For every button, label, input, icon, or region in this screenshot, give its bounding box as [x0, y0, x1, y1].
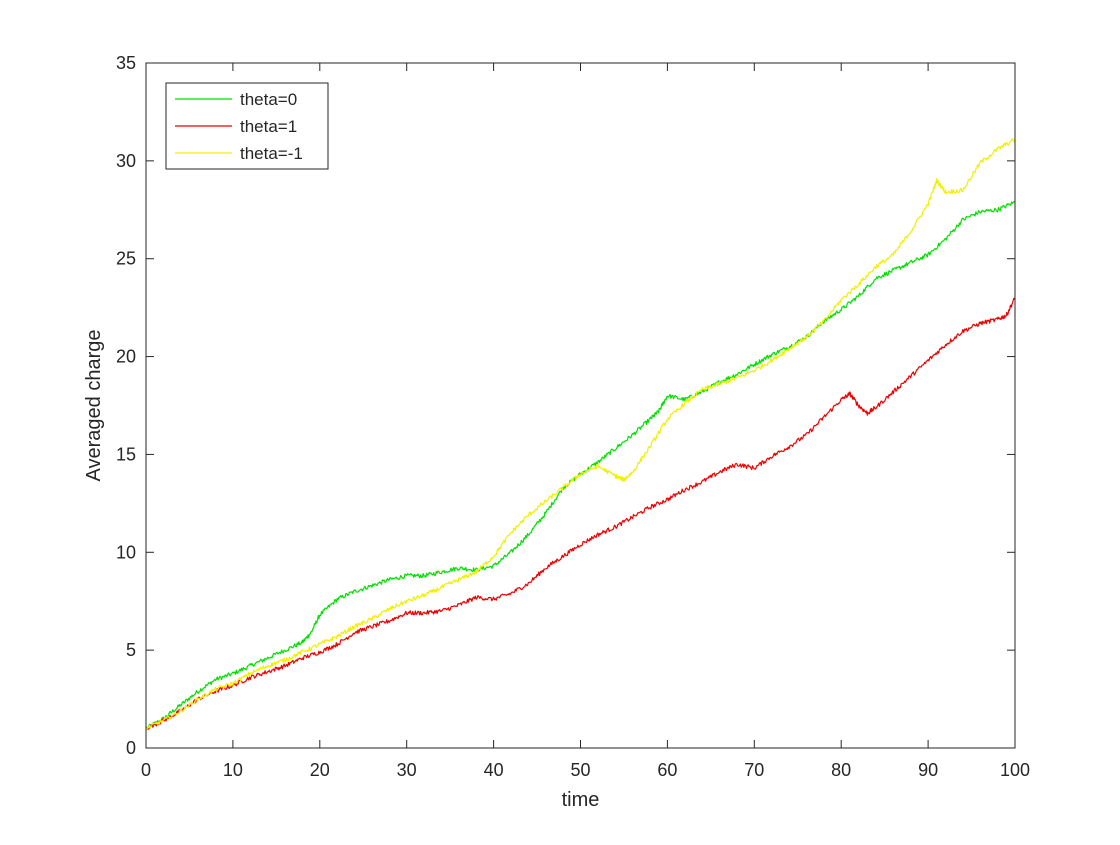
y-tick-label: 35: [116, 53, 136, 73]
y-tick-label: 30: [116, 151, 136, 171]
x-axis-label: time: [562, 789, 600, 811]
x-tick-label: 70: [744, 760, 764, 780]
series-line-theta=-1: [145, 138, 1016, 731]
x-tick-label: 20: [310, 760, 330, 780]
plot-area: [146, 63, 1015, 748]
x-tick-label: 10: [223, 760, 243, 780]
x-tick-label: 60: [657, 760, 677, 780]
x-tick-label: 90: [918, 760, 938, 780]
y-tick-label: 10: [116, 542, 136, 562]
x-tick-label: 0: [141, 760, 151, 780]
y-tick-label: 5: [126, 640, 136, 660]
x-tick-label: 100: [1000, 760, 1030, 780]
x-tick-label: 80: [831, 760, 851, 780]
legend: theta=0 theta=1 theta=-1: [165, 82, 329, 170]
legend-label: theta=0: [240, 90, 297, 109]
y-tick-label: 15: [116, 444, 136, 464]
legend-label: theta=1: [240, 117, 297, 136]
y-tick-label: 20: [116, 347, 136, 367]
x-tick-label: 40: [484, 760, 504, 780]
legend-label: theta=-1: [240, 144, 303, 163]
x-tick-label: 50: [570, 760, 590, 780]
y-tick-label: 25: [116, 249, 136, 269]
series-line-theta=1: [145, 297, 1016, 730]
y-tick-label: 0: [126, 738, 136, 758]
y-axis-label: Averaged charge: [83, 330, 105, 482]
x-tick-label: 30: [397, 760, 417, 780]
